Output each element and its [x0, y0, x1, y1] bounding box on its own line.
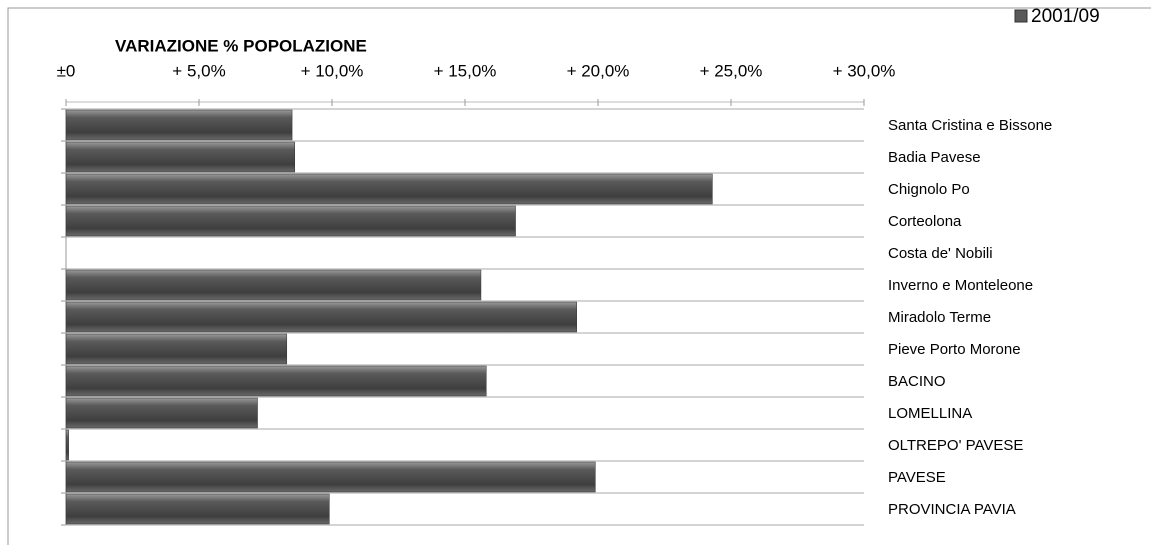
- x-tick-label: + 30,0%: [833, 61, 896, 80]
- x-tick-label: + 20,0%: [567, 61, 630, 80]
- y-tick-label: Costa de' Nobili: [888, 245, 993, 262]
- bar: [65, 461, 596, 493]
- y-tick-label: LOMELLINA: [888, 405, 972, 422]
- y-tick-label: Chignolo Po: [888, 181, 970, 198]
- bar: [65, 205, 516, 237]
- bar: [65, 173, 713, 205]
- y-tick-label: Santa Cristina e Bissone: [888, 117, 1052, 134]
- y-tick-label: Inverno e Monteleone: [888, 277, 1033, 294]
- legend-swatch: [1014, 9, 1028, 23]
- bar: [65, 269, 482, 301]
- chart-title: VARIAZIONE % POPOLAZIONE: [115, 36, 367, 55]
- bar: [65, 397, 258, 429]
- bar: [65, 429, 69, 461]
- y-tick-label: Miradolo Terme: [888, 309, 991, 326]
- x-tick-label: + 25,0%: [700, 61, 763, 80]
- x-tick-label: + 10,0%: [301, 61, 364, 80]
- bar: [65, 141, 296, 173]
- bar: [65, 333, 288, 365]
- y-tick-label: BACINO: [888, 373, 946, 390]
- x-tick-label: + 5,0%: [172, 61, 225, 80]
- y-tick-label: PROVINCIA PAVIA: [888, 501, 1016, 518]
- x-tick-label: + 15,0%: [434, 61, 497, 80]
- y-tick-label: Badia Pavese: [888, 149, 981, 166]
- y-tick-label: OLTREPO' PAVESE: [888, 437, 1023, 454]
- bar: [65, 493, 330, 525]
- bar: [65, 365, 487, 397]
- y-tick-label: PAVESE: [888, 469, 946, 486]
- bar: [65, 301, 577, 333]
- y-tick-label: Corteolona: [888, 213, 962, 230]
- legend-label: 2001/09: [1031, 6, 1100, 27]
- chart-border: [7, 7, 1151, 545]
- y-tick-label: Pieve Porto Morone: [888, 341, 1021, 358]
- bar: [65, 109, 293, 141]
- x-tick-label: ±0: [57, 61, 76, 80]
